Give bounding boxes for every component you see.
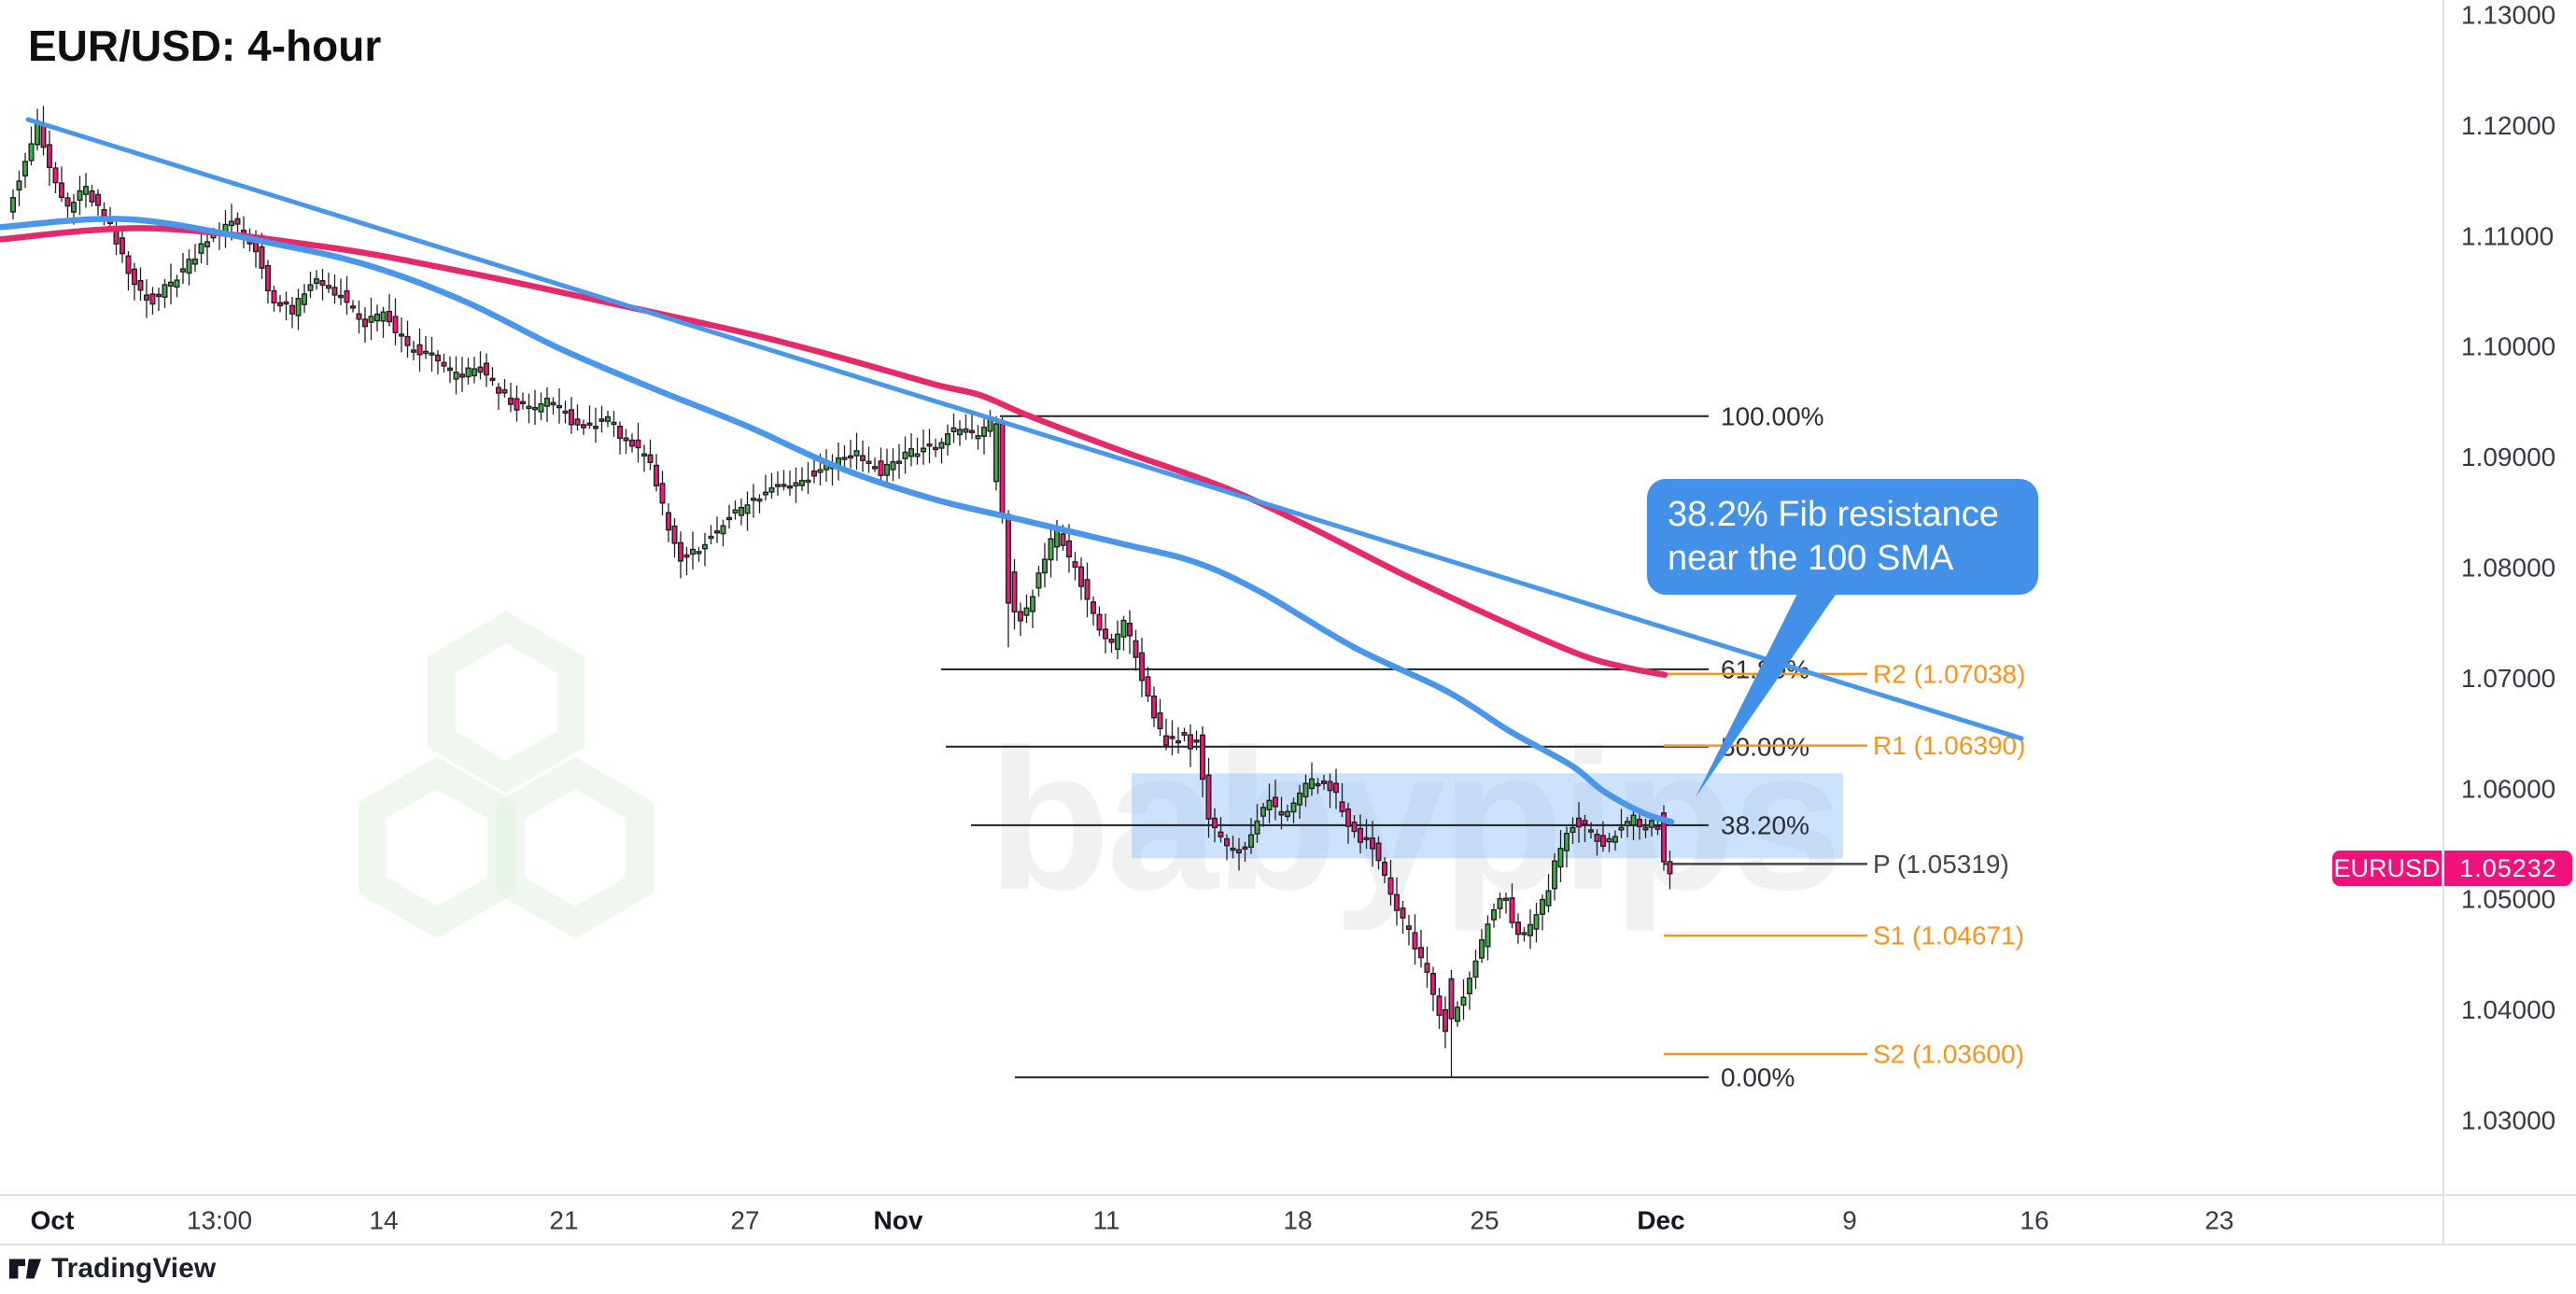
callout-line2: near the 100 SMA [1668,539,1954,578]
pivot-level-label: S2 (1.03600) [1873,1039,2024,1068]
time-scale[interactable]: Oct 13:00 14 21 27 Nov 11 18 25 Dec 9 16 23 [31,1206,2234,1235]
time-axis-label: 9 [1842,1206,1857,1235]
price-axis-label: 1.03000 [2461,1106,2555,1135]
time-axis-label: 25 [1470,1206,1499,1235]
sma-100-line[interactable] [0,216,1675,825]
time-axis-label: 18 [1283,1206,1312,1235]
fib-retracement-tool[interactable]: 100.00%61.80%50.00%38.20%0.00% [941,401,1824,1091]
time-axis-label: 11 [1092,1206,1119,1235]
babypips-watermark: babypips [358,611,1843,939]
axes [0,0,2576,1245]
price-axis-label: 1.09000 [2461,443,2555,471]
pivot-level-label: R1 (1.06390) [1873,731,2025,760]
tradingview-attribution[interactable]: TradingView [7,1253,216,1285]
time-axis-label: 27 [730,1206,759,1235]
current-price-value: 1.05232 [2444,851,2572,886]
babypips-wordmark-watermark: babypips [988,707,1839,932]
price-axis-label: 1.12000 [2461,111,2555,140]
time-axis-label: Dec [1637,1206,1684,1235]
time-axis-label: Oct [31,1206,75,1235]
price-axis-label: 1.13000 [2461,1,2555,30]
current-price-badge: EURUSD 1.05232 [2332,851,2572,886]
fib-level-label: 38.20% [1721,810,1809,839]
time-axis-label: Nov [874,1206,923,1235]
sma-200-line[interactable] [0,225,1668,679]
pivot-points-tool[interactable]: R2 (1.07038) R1 (1.06390) P (1.05319) S1 (1… [1664,659,2025,1068]
time-axis-label: 13:00 [187,1206,252,1235]
price-axis-label: 1.06000 [2461,774,2555,803]
tradingview-label: TradingView [51,1253,217,1284]
chart-title: EUR/USD: 4-hour [28,21,382,70]
descending-trendline[interactable] [25,117,2024,741]
time-axis-label: 16 [2020,1206,2048,1235]
price-scale[interactable]: 1.13000 1.12000 1.11000 1.10000 1.09000 1.080… [2461,1,2555,1135]
price-axis-label: 1.10000 [2461,332,2555,361]
candlestick-series[interactable] [9,105,1673,1077]
price-axis-label: 1.04000 [2461,995,2555,1024]
price-axis-label: 1.07000 [2461,664,2555,693]
price-axis-label: 1.08000 [2461,554,2555,583]
time-axis-label: 21 [549,1206,578,1235]
symbol-label: EURUSD [2332,851,2442,886]
price-axis-label: 1.05000 [2461,885,2555,914]
fib-level-label: 0.00% [1721,1062,1795,1091]
callout-line1: 38.2% Fib resistance [1668,495,1999,534]
badge-divider [2442,851,2444,886]
pivot-level-label: S1 (1.04671) [1873,921,2024,950]
pivot-level-label: P (1.05319) [1873,850,2009,879]
time-axis-label: 14 [369,1206,398,1235]
pivot-level-label: R2 (1.07038) [1873,659,2025,688]
time-axis-label: 23 [2204,1206,2233,1235]
fib-level-label: 100.00% [1721,401,1824,430]
callout-tail[interactable] [1696,592,1837,797]
tradingview-logo-icon [8,1259,42,1279]
callout-annotation[interactable]: 38.2% Fib resistance near the 100 SMA [1647,479,2038,595]
babypips-logo-watermark [358,611,655,939]
price-axis-label: 1.11000 [2461,221,2554,250]
